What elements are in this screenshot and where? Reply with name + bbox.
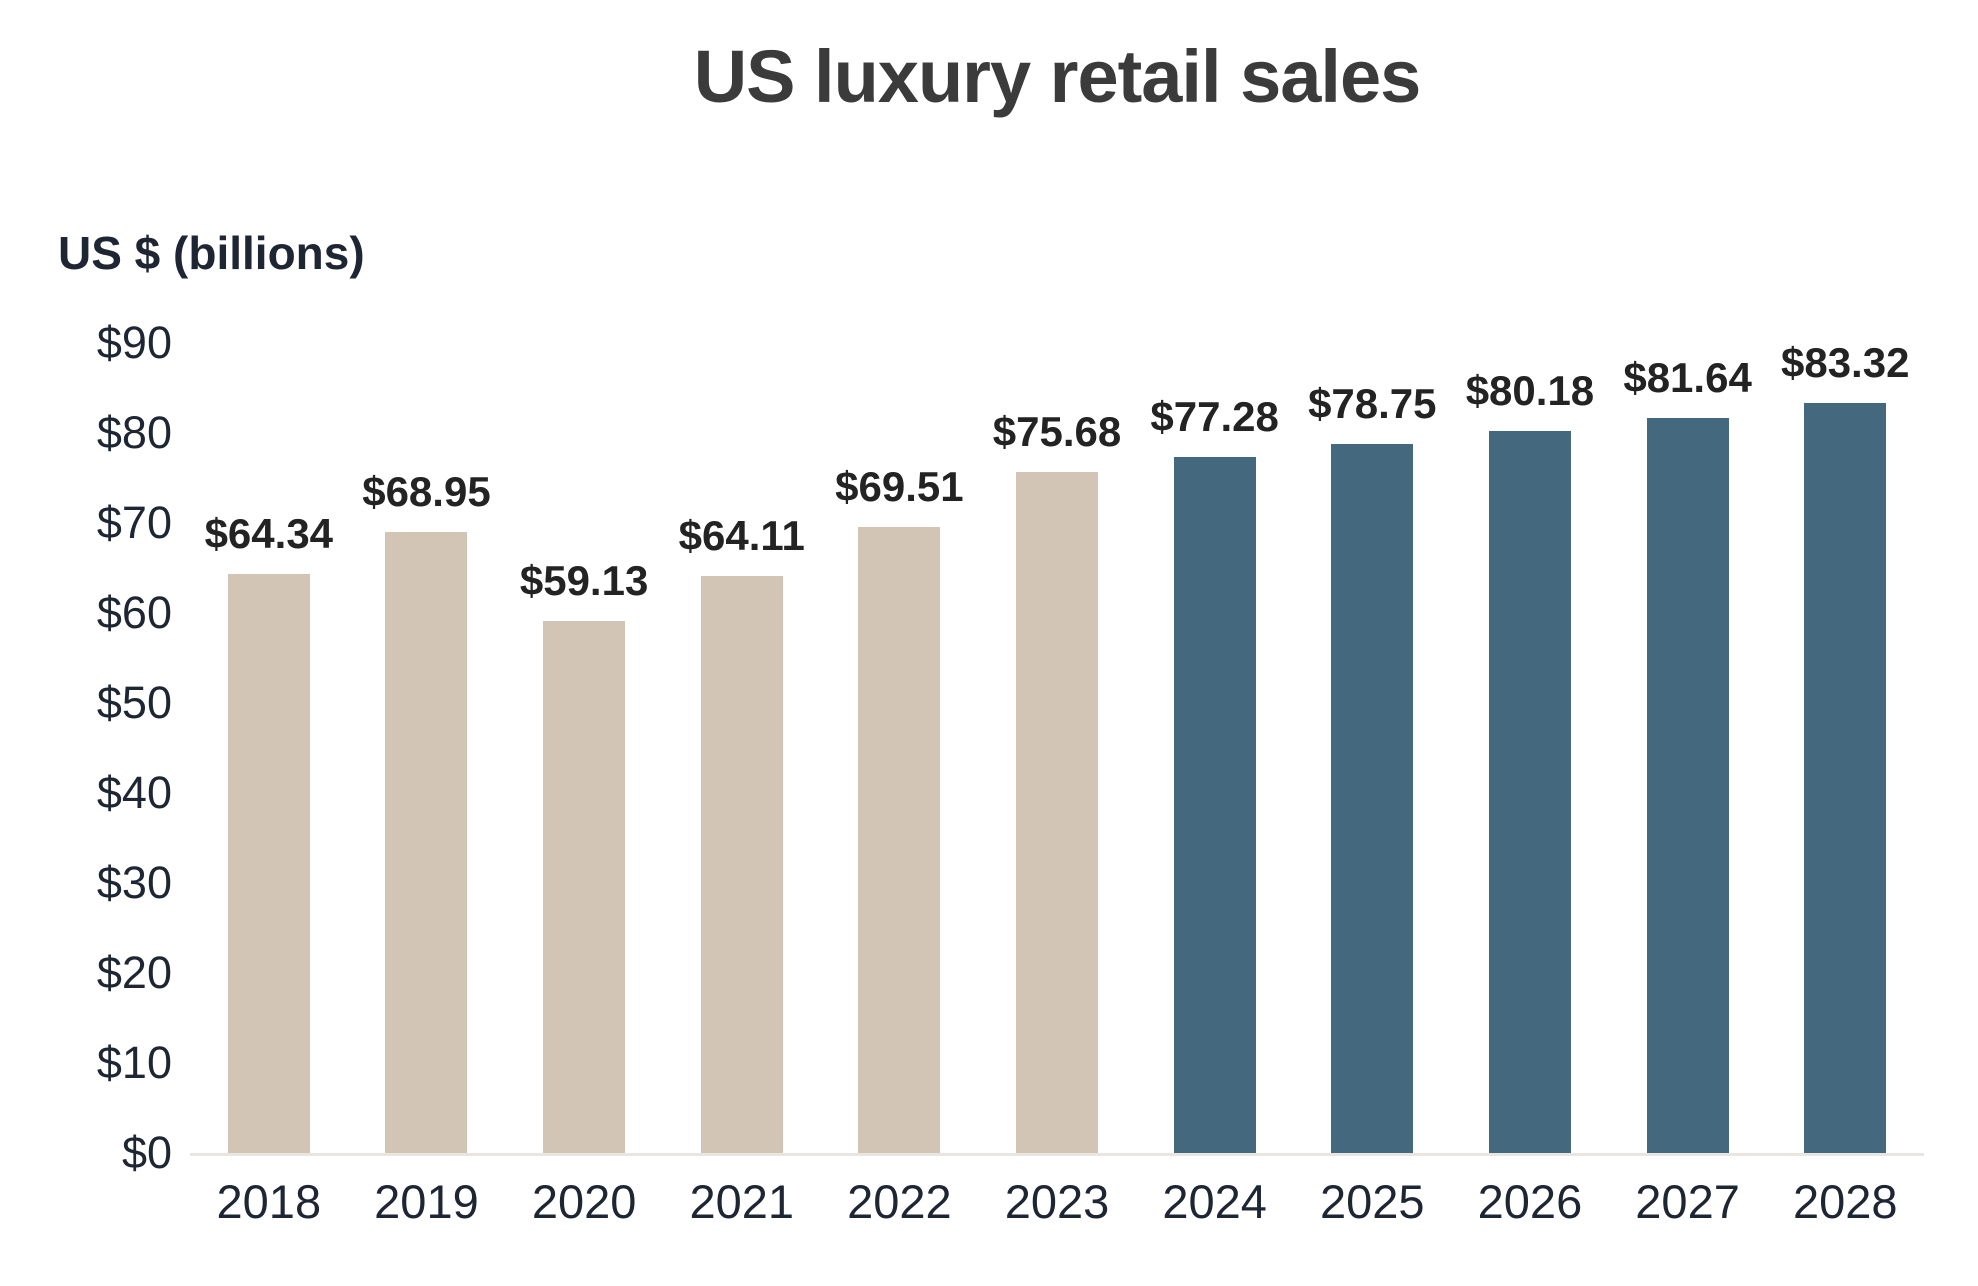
bar-slot-2023: $75.68 — [978, 343, 1136, 1153]
bar-slot-2026: $80.18 — [1451, 343, 1609, 1153]
bar-2024 — [1173, 457, 1256, 1153]
bar-slot-2028: $83.32 — [1766, 339, 1924, 1153]
y-tick-20: $20 — [96, 947, 172, 998]
bar-slot-2021: $64.11 — [663, 343, 821, 1153]
y-axis-title: US $ (billions) — [58, 227, 365, 279]
x-tick-2024: 2024 — [1162, 1175, 1267, 1228]
bar-2021 — [700, 576, 783, 1153]
bar-value-2022: $69.51 — [835, 463, 964, 511]
y-tick-50: $50 — [96, 677, 172, 728]
bar-2028 — [1804, 403, 1887, 1153]
bar-2026 — [1488, 431, 1571, 1153]
x-tick-2020: 2020 — [531, 1175, 637, 1228]
y-tick-10: $10 — [96, 1037, 172, 1088]
plot-area: $64.34 $68.95 $59.13 $64.11 $69.51 $75.68 $77.… — [190, 339, 1924, 1156]
y-tick-0: $0 — [121, 1127, 172, 1178]
bar-value-2024: $77.28 — [1150, 393, 1279, 441]
x-tick-2019: 2019 — [374, 1175, 479, 1228]
y-tick-30: $30 — [96, 857, 172, 908]
bar-2019 — [385, 532, 468, 1153]
bar-2020 — [543, 620, 626, 1153]
bar-value-2021: $64.11 — [678, 512, 805, 560]
bar-value-2023: $75.68 — [992, 407, 1122, 455]
x-tick-2018: 2018 — [216, 1175, 322, 1228]
chart-title: US luxury retail sales — [693, 35, 1422, 118]
x-tick-2021: 2021 — [689, 1175, 795, 1228]
y-tick-60: $60 — [96, 587, 172, 638]
bar-slot-2024: $77.28 — [1136, 343, 1294, 1153]
x-tick-2026: 2026 — [1477, 1175, 1583, 1228]
bar-value-2026: $80.18 — [1465, 367, 1595, 415]
bar-2025 — [1331, 444, 1414, 1153]
x-tick-2027: 2027 — [1635, 1175, 1740, 1228]
bar-2027 — [1646, 418, 1729, 1153]
bar-slot-2018: $64.34 — [190, 343, 348, 1153]
y-tick-90: $90 — [96, 317, 172, 368]
bar-slot-2019: $68.95 — [348, 343, 506, 1153]
x-tick-2028: 2028 — [1792, 1175, 1898, 1228]
bar-slot-2020: $59.13 — [505, 343, 663, 1153]
bar-value-2018: $64.34 — [204, 509, 334, 557]
bar-slot-2022: $69.51 — [821, 343, 979, 1153]
bar-value-2019: $68.95 — [362, 468, 491, 516]
y-axis: $90 $80 $70 $60 $50 $40 $30 $20 $10 $0 — [0, 317, 172, 1178]
bar-2022 — [858, 527, 941, 1153]
bar-value-2028: $83.32 — [1780, 339, 1910, 387]
x-tick-2023: 2023 — [1004, 1175, 1110, 1228]
y-tick-70: $70 — [96, 497, 172, 548]
bar-slot-2025: $78.75 — [1293, 343, 1451, 1153]
bar-value-2020: $59.13 — [519, 556, 649, 604]
bar-2023 — [1016, 471, 1099, 1153]
x-tick-2022: 2022 — [847, 1175, 952, 1228]
x-axis: 2018 2019 2020 2021 2022 2023 2024 2025 2026 2027… — [190, 1174, 1924, 1229]
bar-value-2025: $78.75 — [1308, 380, 1437, 428]
y-tick-40: $40 — [96, 767, 172, 818]
y-tick-80: $80 — [96, 407, 172, 458]
bar-slot-2027: $81.64 — [1609, 343, 1767, 1153]
bar-2018 — [227, 573, 310, 1153]
x-tick-2025: 2025 — [1320, 1175, 1425, 1228]
bar-value-2027: $81.64 — [1623, 354, 1752, 402]
